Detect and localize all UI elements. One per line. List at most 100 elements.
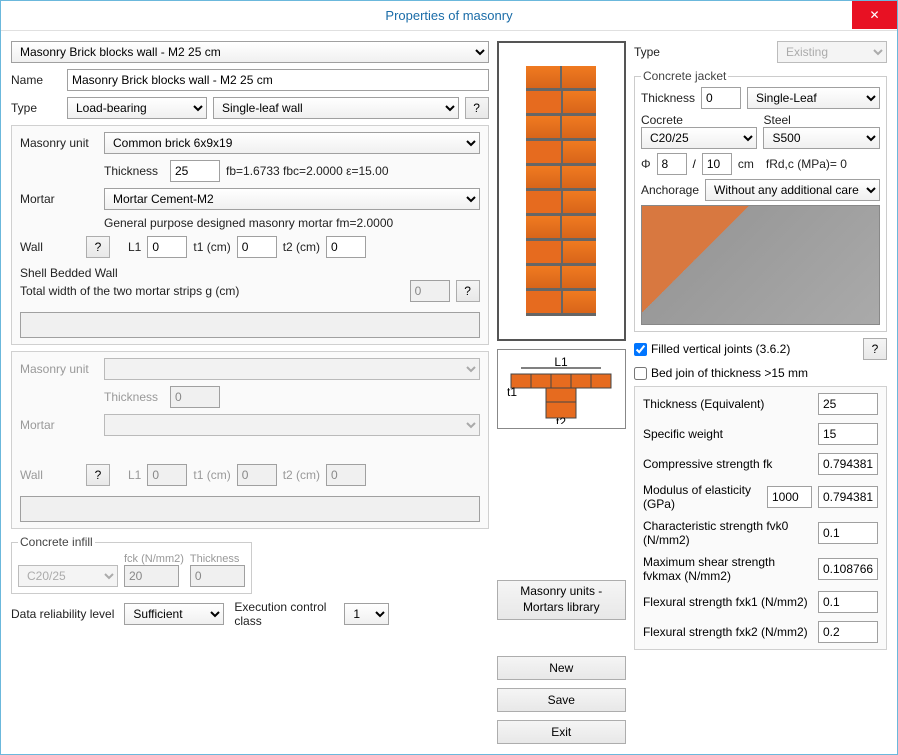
masonry-unit-label-2: Masonry unit: [20, 362, 98, 376]
right-type-select: Existing: [777, 41, 887, 63]
wall-label-2: Wall: [20, 468, 80, 482]
window-title: Properties of masonry: [385, 8, 512, 23]
steel-select[interactable]: S500: [763, 127, 880, 149]
blank-input-2: [20, 496, 480, 522]
wall-help-1[interactable]: ?: [86, 236, 110, 258]
ci-thick-input: [190, 565, 245, 587]
mid-panel: L1 t1 t2 Masonry units - Mortars library…: [497, 41, 626, 744]
close-button[interactable]: ✕: [852, 1, 897, 29]
sw-label: Specific weight: [643, 427, 723, 441]
bed-join-check[interactable]: [634, 367, 647, 380]
phi-label: Φ: [641, 157, 651, 171]
t1-input-2: [237, 464, 277, 486]
drl-select[interactable]: Sufficient: [124, 603, 224, 625]
ci-thickness-label: Thickness: [190, 553, 245, 565]
shell-input: [410, 280, 450, 302]
eq-thick-label: Thickness (Equivalent): [643, 397, 764, 411]
drl-label: Data reliability level: [11, 607, 114, 621]
cj-label: Concrete jacket: [641, 69, 728, 83]
exit-button[interactable]: Exit: [497, 720, 626, 744]
filled-joints-check[interactable]: [634, 343, 647, 356]
filled-help[interactable]: ?: [863, 338, 887, 360]
load-bearing-select[interactable]: Load-bearing: [67, 97, 207, 119]
bed-join-checkbox[interactable]: Bed join of thickness >15 mm: [634, 366, 887, 380]
name-label: Name: [11, 73, 61, 87]
cocrete-select[interactable]: C20/25: [641, 127, 758, 149]
L1-input-2: [147, 464, 187, 486]
type-label: Type: [11, 101, 61, 115]
thickness-label-1: Thickness: [104, 164, 164, 178]
masonry-unit-label: Masonry unit: [20, 136, 98, 150]
L1-label-2: L1: [128, 468, 141, 482]
moe-label: Modulus of elasticity (GPa): [643, 483, 761, 511]
phi2-input[interactable]: [702, 153, 732, 175]
sw-input[interactable]: [818, 423, 878, 445]
fxk2-input[interactable]: [818, 621, 878, 643]
ecc-label: Execution control class: [234, 600, 334, 628]
t1-label-2: t1 (cm): [193, 468, 230, 482]
cocrete-label: Cocrete: [641, 113, 758, 127]
fk-input[interactable]: [818, 453, 878, 475]
type-help-button[interactable]: ?: [465, 97, 489, 119]
wall-diagram: L1 t1 t2: [497, 349, 626, 429]
fk-label: Compressive strength fk: [643, 457, 772, 471]
right-type-label: Type: [634, 45, 771, 59]
t1-label-1: t1 (cm): [193, 240, 230, 254]
fvk0-input[interactable]: [818, 522, 878, 544]
eq-thick-input[interactable]: [818, 393, 878, 415]
brick-preview: [497, 41, 626, 341]
wall-type-select[interactable]: Single-leaf wall: [213, 97, 459, 119]
masonry-unit-select-2: [104, 358, 480, 380]
svg-text:t2: t2: [556, 415, 566, 424]
t2-input-2: [326, 464, 366, 486]
ci-grade-select: C20/25: [18, 565, 118, 587]
t2-label-2: t2 (cm): [283, 468, 320, 482]
anchorage-select[interactable]: Without any additional care: [705, 179, 880, 201]
cj-thickness-label: Thickness: [641, 91, 695, 105]
ci-fck-input: [124, 565, 179, 587]
moe2-input[interactable]: [818, 486, 878, 508]
wall-diagram-icon: L1 t1 t2: [501, 354, 621, 424]
ecc-select[interactable]: 1: [344, 603, 389, 625]
thickness-input-1[interactable]: [170, 160, 220, 182]
close-icon: ✕: [869, 8, 879, 22]
right-panel: Type Existing Concrete jacket Thickness …: [634, 41, 887, 744]
t1-input-1[interactable]: [237, 236, 277, 258]
library-button[interactable]: Masonry units - Mortars library: [497, 580, 626, 620]
dialog-window: Properties of masonry ✕ Masonry Brick bl…: [0, 0, 898, 755]
mortar-label-1: Mortar: [20, 192, 98, 206]
fvkmax-label: Maximum shear strength fvkmax (N/mm2): [643, 555, 812, 583]
mortar-select-1[interactable]: Mortar Cement-M2: [104, 188, 480, 210]
fvkmax-input[interactable]: [818, 558, 878, 580]
L1-input-1[interactable]: [147, 236, 187, 258]
titlebar: Properties of masonry ✕: [1, 1, 897, 31]
masonry-unit-group-2: Masonry unit Thickness Mortar Wall ? L1: [11, 351, 489, 529]
anchorage-label: Anchorage: [641, 183, 699, 197]
anchorage-preview: [641, 205, 880, 325]
shell-desc: Total width of the two mortar strips g (…: [20, 284, 404, 298]
phi1-input[interactable]: [657, 153, 687, 175]
moe1-input[interactable]: [767, 486, 812, 508]
cj-thickness-input[interactable]: [701, 87, 741, 109]
fck-label: fck (N/mm2): [124, 553, 184, 565]
mortar-desc: General purpose designed masonry mortar …: [104, 216, 393, 230]
t2-input-1[interactable]: [326, 236, 366, 258]
left-panel: Masonry Brick blocks wall - M2 25 cm Nam…: [11, 41, 489, 744]
thickness-input-2: [170, 386, 220, 408]
t2-label-1: t2 (cm): [283, 240, 320, 254]
new-button[interactable]: New: [497, 656, 626, 680]
brick-stack-icon: [526, 66, 596, 316]
masonry-unit-select[interactable]: Common brick 6x9x19: [104, 132, 480, 154]
wall-help-2[interactable]: ?: [86, 464, 110, 486]
mortar-label-2: Mortar: [20, 418, 98, 432]
name-input[interactable]: [67, 69, 489, 91]
shell-help[interactable]: ?: [456, 280, 480, 302]
fxk1-input[interactable]: [818, 591, 878, 613]
steel-label: Steel: [763, 113, 880, 127]
cj-leaf-select[interactable]: Single-Leaf: [747, 87, 880, 109]
masonry-select[interactable]: Masonry Brick blocks wall - M2 25 cm: [11, 41, 489, 63]
filled-joints-checkbox[interactable]: Filled vertical joints (3.6.2): [634, 342, 790, 356]
content-area: Masonry Brick blocks wall - M2 25 cm Nam…: [1, 31, 897, 754]
save-button[interactable]: Save: [497, 688, 626, 712]
frdc-label: fRd,c (MPa)= 0: [766, 157, 847, 171]
